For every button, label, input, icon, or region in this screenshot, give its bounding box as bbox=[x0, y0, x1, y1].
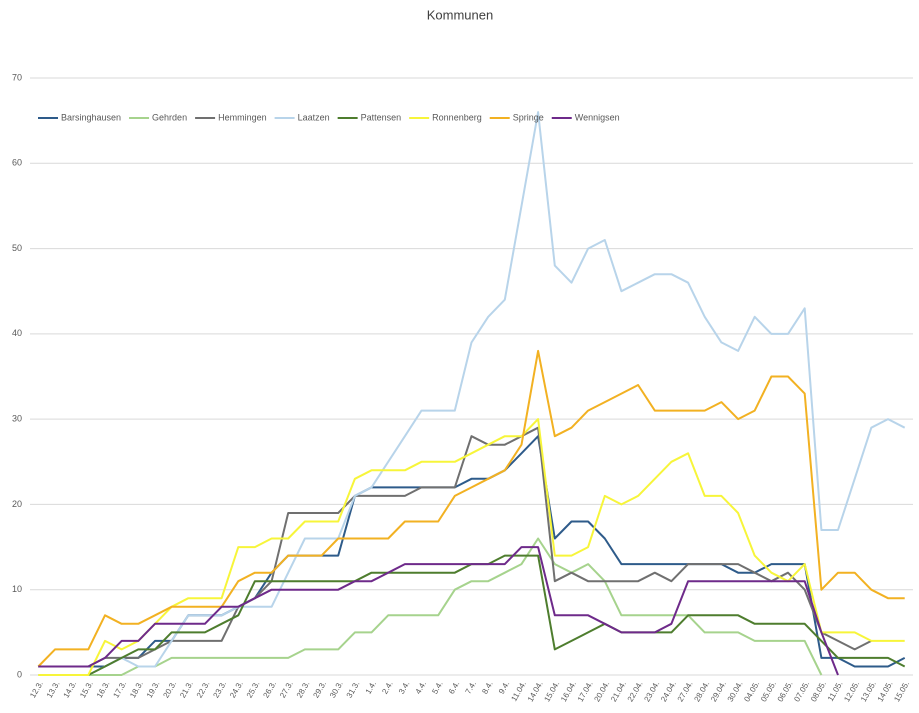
series-line bbox=[38, 546, 839, 676]
legend-label: Ronnenberg bbox=[432, 112, 482, 122]
x-tick-label: 19.3. bbox=[145, 680, 162, 700]
legend-label: Springe bbox=[513, 112, 544, 122]
x-tick-label: 13.05. bbox=[859, 680, 878, 704]
x-tick-label: 24.04. bbox=[659, 680, 678, 704]
x-tick-label: 20.3. bbox=[161, 680, 178, 700]
x-tick-label: 27.3. bbox=[278, 680, 295, 700]
x-tick-label: 21.3. bbox=[178, 680, 195, 700]
x-tick-label: 14.3. bbox=[62, 680, 79, 700]
x-tick-label: 16.04. bbox=[559, 680, 578, 704]
x-tick-label: 15.04. bbox=[542, 680, 561, 704]
x-tick-label: 17.3. bbox=[111, 680, 128, 700]
x-tick-label: 30.3. bbox=[328, 680, 345, 700]
x-tick-label: 06.05. bbox=[776, 680, 795, 704]
x-tick-label: 22.3. bbox=[195, 680, 212, 700]
x-tick-label: 24.3. bbox=[228, 680, 245, 700]
x-tick-label: 15.3. bbox=[78, 680, 95, 700]
x-tick-label: 14.04. bbox=[526, 680, 545, 704]
x-tick-label: 27.04. bbox=[676, 680, 695, 704]
x-tick-label: 1.4. bbox=[364, 680, 378, 696]
x-tick-label: 28.04. bbox=[692, 680, 711, 704]
x-tick-label: 08.05. bbox=[809, 680, 828, 704]
series-line bbox=[38, 435, 906, 668]
x-tick-label: 12.3. bbox=[28, 680, 45, 700]
legend-label: Laatzen bbox=[298, 112, 330, 122]
x-tick-label: 6.4. bbox=[447, 680, 461, 696]
y-tick-label: 70 bbox=[12, 72, 22, 82]
y-tick-label: 60 bbox=[12, 158, 22, 168]
x-tick-label: 22.04. bbox=[626, 680, 645, 704]
x-tick-label: 18.3. bbox=[128, 680, 145, 700]
x-tick-label: 26.3. bbox=[261, 680, 278, 700]
x-tick-label: 30.04. bbox=[726, 680, 745, 704]
x-tick-label: 9.4. bbox=[497, 680, 511, 696]
x-tick-label: 17.04. bbox=[576, 680, 595, 704]
x-tick-label: 16.3. bbox=[95, 680, 112, 700]
x-tick-label: 13.3. bbox=[45, 680, 62, 700]
x-tick-label: 05.05. bbox=[759, 680, 778, 704]
x-tick-label: 29.3. bbox=[311, 680, 328, 700]
x-tick-label: 21.04. bbox=[609, 680, 628, 704]
series-line bbox=[38, 418, 905, 676]
legend-label: Gehrden bbox=[152, 112, 187, 122]
y-tick-label: 50 bbox=[12, 243, 22, 253]
x-tick-label: 20.04. bbox=[592, 680, 611, 704]
x-tick-label: 23.04. bbox=[642, 680, 661, 704]
x-tick-label: 29.04. bbox=[709, 680, 728, 704]
x-tick-label: 07.05. bbox=[792, 680, 811, 704]
legend-label: Barsinghausen bbox=[61, 112, 121, 122]
x-tick-label: 2.4. bbox=[380, 680, 394, 696]
chart-title: Kommunen bbox=[427, 7, 493, 22]
series-line bbox=[38, 111, 906, 676]
legend-label: Pattensen bbox=[361, 112, 402, 122]
x-tick-label: 4.4. bbox=[414, 680, 428, 696]
legend-label: Wennigsen bbox=[575, 112, 620, 122]
series-line bbox=[87, 554, 906, 676]
y-tick-label: 40 bbox=[12, 328, 22, 338]
x-tick-label: 5.4. bbox=[430, 680, 444, 696]
x-tick-label: 25.3. bbox=[245, 680, 262, 700]
y-tick-label: 0 bbox=[17, 669, 22, 679]
x-tick-label: 3.4. bbox=[397, 680, 411, 696]
x-tick-label: 15.05. bbox=[892, 680, 911, 704]
series-line bbox=[38, 537, 823, 676]
y-tick-label: 30 bbox=[12, 414, 22, 424]
x-tick-label: 8.4. bbox=[480, 680, 494, 696]
x-tick-label: 12.05. bbox=[842, 680, 861, 704]
y-tick-label: 10 bbox=[12, 584, 22, 594]
series-line bbox=[37, 349, 905, 668]
y-tick-label: 20 bbox=[12, 499, 22, 509]
x-tick-label: 28.3. bbox=[295, 680, 312, 700]
x-tick-label: 31.3. bbox=[345, 680, 362, 700]
legend-label: Hemmingen bbox=[218, 112, 267, 122]
x-tick-label: 04.05. bbox=[742, 680, 761, 704]
x-tick-label: 7.4. bbox=[464, 680, 478, 696]
series-line bbox=[38, 426, 872, 668]
x-tick-label: 14.05. bbox=[876, 680, 895, 704]
x-tick-label: 23.3. bbox=[211, 680, 228, 700]
